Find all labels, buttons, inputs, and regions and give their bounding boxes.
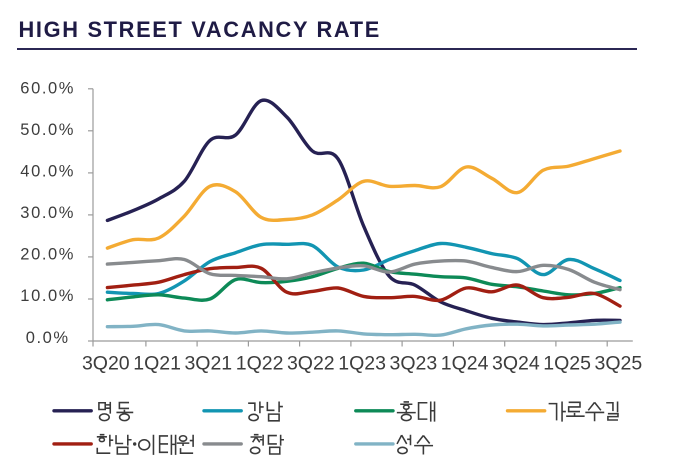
svg-text:3Q20: 3Q20	[82, 353, 130, 375]
svg-text:3Q24: 3Q24	[492, 353, 540, 375]
svg-text:0.0%: 0.0%	[26, 329, 70, 347]
svg-text:10.0%: 10.0%	[20, 287, 75, 305]
svg-text:3Q22: 3Q22	[287, 353, 335, 375]
svg-text:1Q21: 1Q21	[133, 353, 181, 375]
svg-text:1Q24: 1Q24	[441, 353, 489, 375]
svg-text:3Q23: 3Q23	[390, 353, 438, 375]
svg-text:30.0%: 30.0%	[20, 204, 75, 222]
svg-text:3Q21: 3Q21	[184, 353, 232, 375]
svg-text:1Q25: 1Q25	[543, 353, 591, 375]
svg-text:3Q25: 3Q25	[595, 353, 643, 375]
svg-text:60.0%: 60.0%	[20, 80, 75, 98]
svg-text:1Q23: 1Q23	[338, 353, 386, 375]
svg-text:50.0%: 50.0%	[20, 121, 75, 139]
svg-text:20.0%: 20.0%	[20, 246, 75, 264]
svg-text:40.0%: 40.0%	[20, 163, 75, 181]
svg-text:1Q22: 1Q22	[236, 353, 284, 375]
